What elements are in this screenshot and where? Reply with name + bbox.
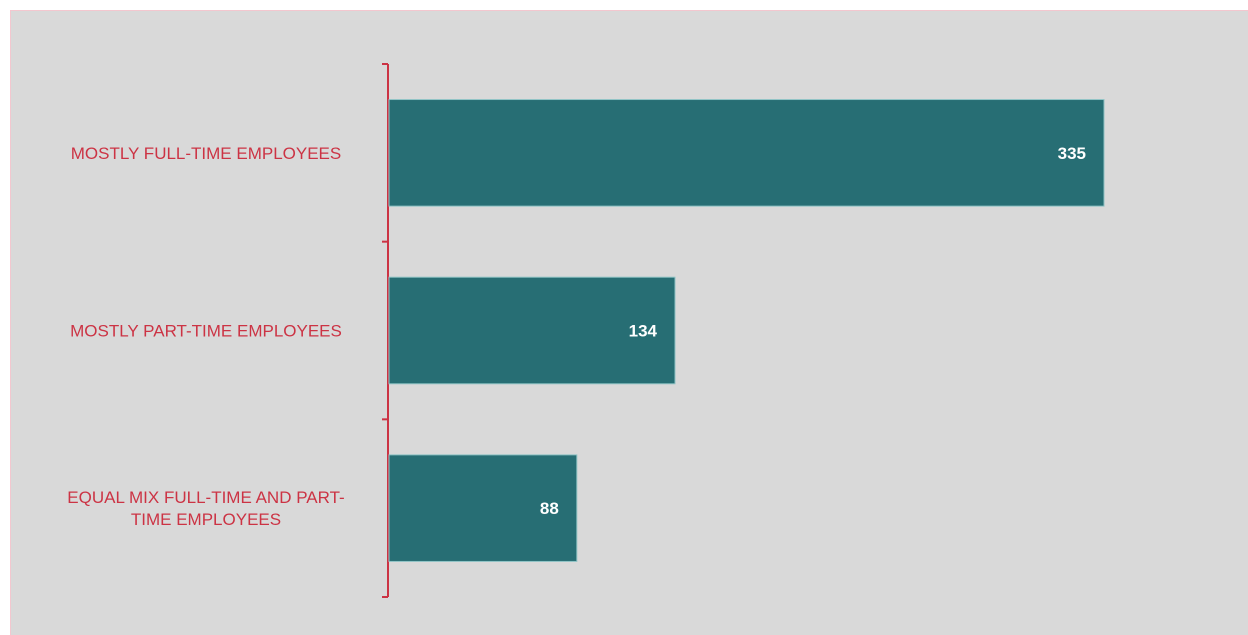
data-label: 88 [540,499,559,518]
bar [388,454,578,562]
data-label: 134 [629,322,658,341]
category-label: EQUAL MIX FULL-TIME AND PART- [67,488,344,507]
bar [388,99,1105,207]
category-label: MOSTLY PART-TIME EMPLOYEES [70,322,342,341]
category-label: MOSTLY FULL-TIME EMPLOYEES [71,144,342,163]
category-label: TIME EMPLOYEES [131,510,281,529]
data-label: 335 [1058,144,1086,163]
bar [388,276,676,385]
